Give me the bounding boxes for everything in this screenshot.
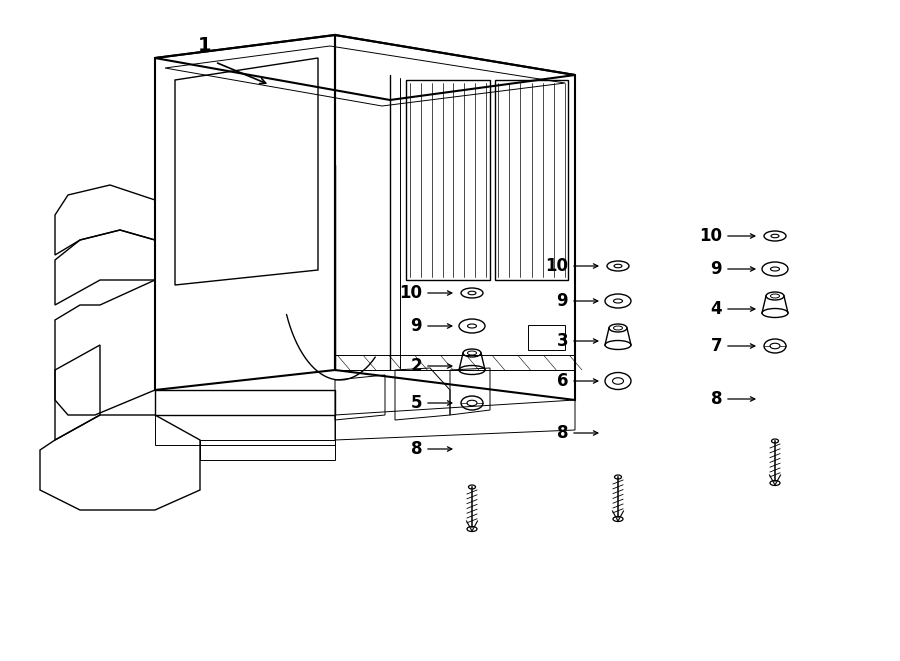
Text: 2: 2: [410, 357, 422, 375]
Ellipse shape: [467, 527, 477, 531]
Text: 9: 9: [710, 260, 722, 278]
Text: 10: 10: [399, 284, 422, 302]
Text: 9: 9: [556, 292, 568, 310]
Ellipse shape: [613, 516, 623, 522]
Text: 4: 4: [710, 300, 722, 318]
Text: 3: 3: [556, 332, 568, 350]
Text: 8: 8: [410, 440, 422, 458]
Text: 10: 10: [545, 257, 568, 275]
Ellipse shape: [469, 485, 475, 489]
Text: 8: 8: [710, 390, 722, 408]
Ellipse shape: [771, 439, 778, 443]
Text: 1: 1: [198, 36, 212, 54]
Text: 9: 9: [410, 317, 422, 335]
Text: 8: 8: [556, 424, 568, 442]
Ellipse shape: [770, 481, 780, 485]
Text: 10: 10: [699, 227, 722, 245]
Text: 5: 5: [410, 394, 422, 412]
Text: 7: 7: [710, 337, 722, 355]
Ellipse shape: [615, 475, 622, 479]
Text: 6: 6: [556, 372, 568, 390]
